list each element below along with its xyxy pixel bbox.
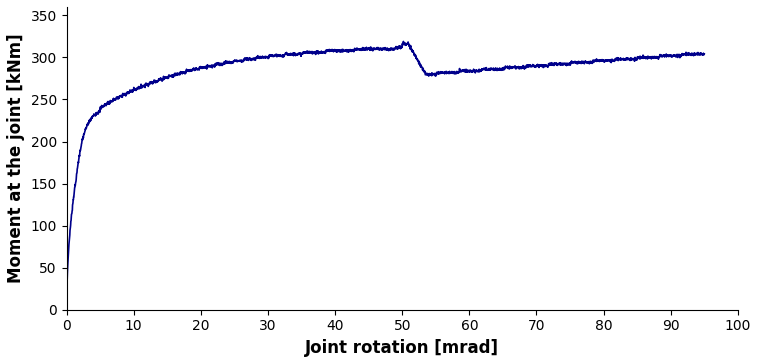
X-axis label: Joint rotation [mrad]: Joint rotation [mrad] xyxy=(305,339,500,357)
Y-axis label: Moment at the joint [kNm]: Moment at the joint [kNm] xyxy=(7,33,25,283)
